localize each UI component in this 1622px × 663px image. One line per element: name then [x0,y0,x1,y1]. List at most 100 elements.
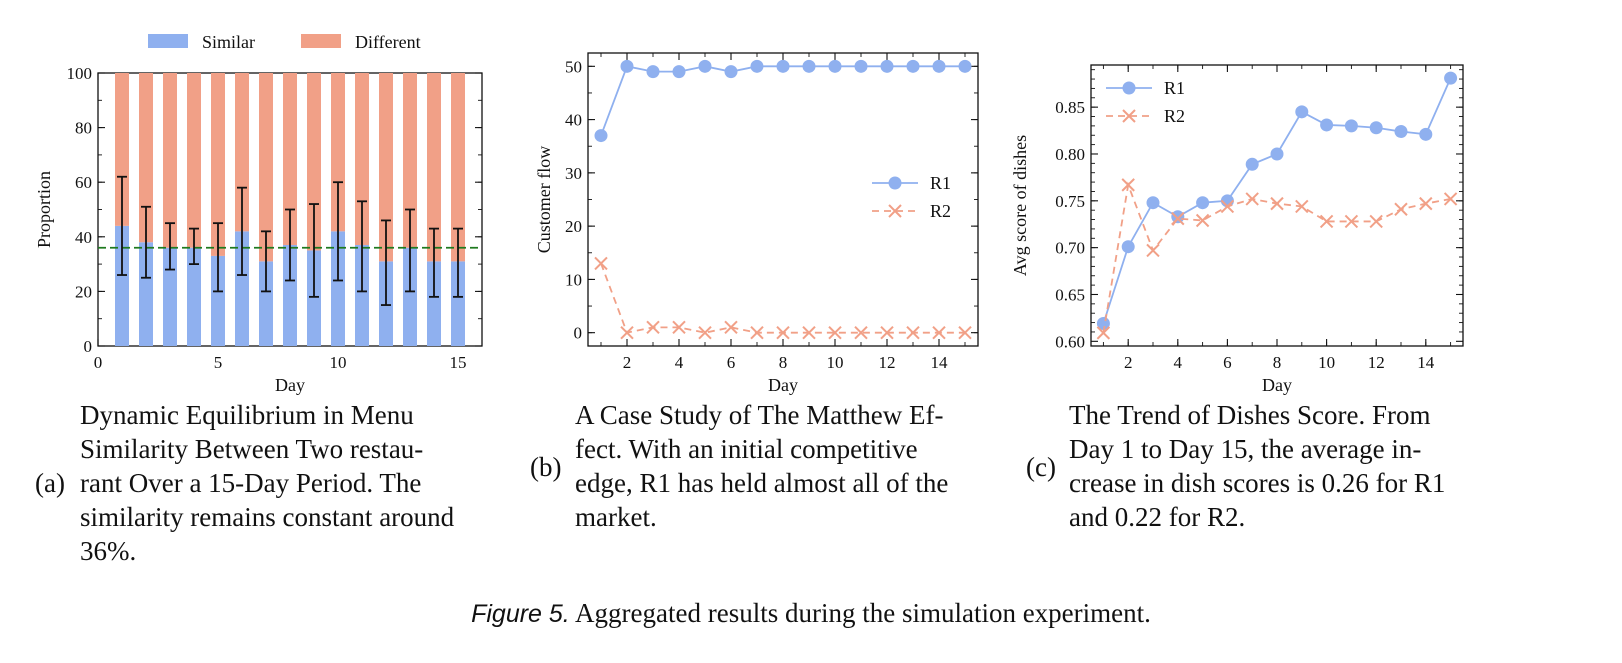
figure-caption: Figure 5. Aggregated results during the … [0,598,1622,629]
y-tick-label: 50 [565,57,582,76]
marker-stroke [750,325,764,340]
legend-label: Similar [202,32,255,52]
x-tick-label: 2 [1124,353,1133,372]
marker-stroke [1146,243,1160,258]
bar-different [259,73,273,262]
data-point-r1 [802,59,816,73]
legend-label: Different [355,32,421,52]
x-tick-label: 2 [623,353,632,372]
data-point-r1 [1171,210,1185,224]
bar-similar [187,247,201,346]
marker-stroke [1443,192,1458,206]
data-point-r2 [932,325,946,340]
marker-stroke [1295,199,1309,214]
x-tick-label: 10 [827,353,844,372]
bar-similar [355,244,369,346]
data-point-r2 [1096,326,1111,340]
caption-a: Dynamic Equilibrium in Menu Similarity B… [80,398,492,568]
y-axis-title: Customer flow [534,146,554,254]
bar-similar [403,247,417,346]
data-point-r1 [1320,118,1334,132]
data-point-r1 [1121,240,1135,254]
marker-stroke [1394,202,1408,216]
marker-stroke [932,325,946,340]
data-point-r2 [646,320,660,335]
y-tick-label: 0.70 [1055,239,1085,258]
data-point-r1 [854,59,868,73]
marker-stroke [1369,214,1383,229]
bar-similar [259,261,273,346]
data-point-r1 [1096,317,1110,331]
x-tick-label: 12 [879,353,896,372]
data-point-r2 [1319,214,1334,229]
series-line-r2 [600,263,965,334]
caption-b-line: A Case Study of The Matthew Ef- [575,400,944,430]
bar-similar [115,225,129,346]
bar-different [139,73,153,243]
bar-different [451,73,465,262]
error-bar [237,186,247,276]
caption-a-line: rant Over a 15-Day Period. The [80,468,422,498]
y-tick-label: 30 [565,164,582,183]
y-axis-title: Proportion [34,171,54,248]
data-point-r1 [1270,147,1284,161]
data-point-r1 [1196,196,1210,210]
x-tick-label: 5 [214,353,223,372]
data-point-r1 [724,65,738,79]
legend-label: R1 [930,173,951,193]
marker-stroke [1245,192,1259,206]
data-point-r2 [1295,199,1309,214]
x-axis-title: Day [768,375,798,395]
marker-stroke [888,204,902,218]
legend-label: R2 [1164,106,1185,126]
data-point-r2 [828,325,842,340]
error-bar [141,205,151,279]
y-tick-label: 0.60 [1055,332,1085,351]
y-tick-label: 0 [84,337,93,356]
legend-marker [1122,109,1136,123]
data-point-r2 [880,325,894,340]
error-bar [429,227,439,298]
marker-stroke [880,325,894,340]
bar-similar [235,231,249,346]
caption-b-letter: (b) [530,452,562,482]
data-point-r2 [672,320,686,335]
legend-label: R2 [930,201,951,221]
data-point-r2 [1245,192,1259,206]
data-point-r1 [646,65,660,79]
bar-similar [163,247,177,346]
data-point-r2 [1369,214,1383,229]
marker-stroke [776,325,790,340]
bar-similar [139,242,153,346]
caption-a-line: Dynamic Equilibrium in Menu [80,400,414,430]
caption-c-line: crease in dish scores is 0.26 for R1 [1069,468,1446,498]
data-point-r2 [802,325,816,340]
bar-similar [307,250,321,346]
data-point-r1 [906,59,920,73]
x-tick-label: 14 [1417,353,1435,372]
data-point-r2 [776,325,790,340]
marker-stroke [828,325,842,340]
caption-b-line: fect. With an initial competitive [575,434,918,464]
error-bar [117,175,127,276]
marker-stroke [646,320,660,335]
legend-marker [888,204,902,218]
x-tick-label: 8 [1273,353,1282,372]
bar-different [211,73,225,256]
bar-similar [427,261,441,346]
y-tick-label: 20 [565,217,582,236]
data-point-r2 [1220,199,1235,214]
caption-b-line: market. [575,502,657,532]
data-point-r1 [620,59,634,73]
x-axis-title: Day [1262,375,1292,395]
y-tick-label: 0.85 [1055,98,1085,117]
data-point-r1 [750,59,764,73]
data-point-r1 [1444,71,1458,85]
bar-different [307,73,321,251]
bar-similar [331,231,345,346]
y-tick-label: 100 [67,64,93,83]
data-point-r2 [1443,192,1458,206]
marker-stroke [1195,213,1210,228]
data-point-r2 [958,325,972,340]
plot-frame [1090,64,1464,347]
